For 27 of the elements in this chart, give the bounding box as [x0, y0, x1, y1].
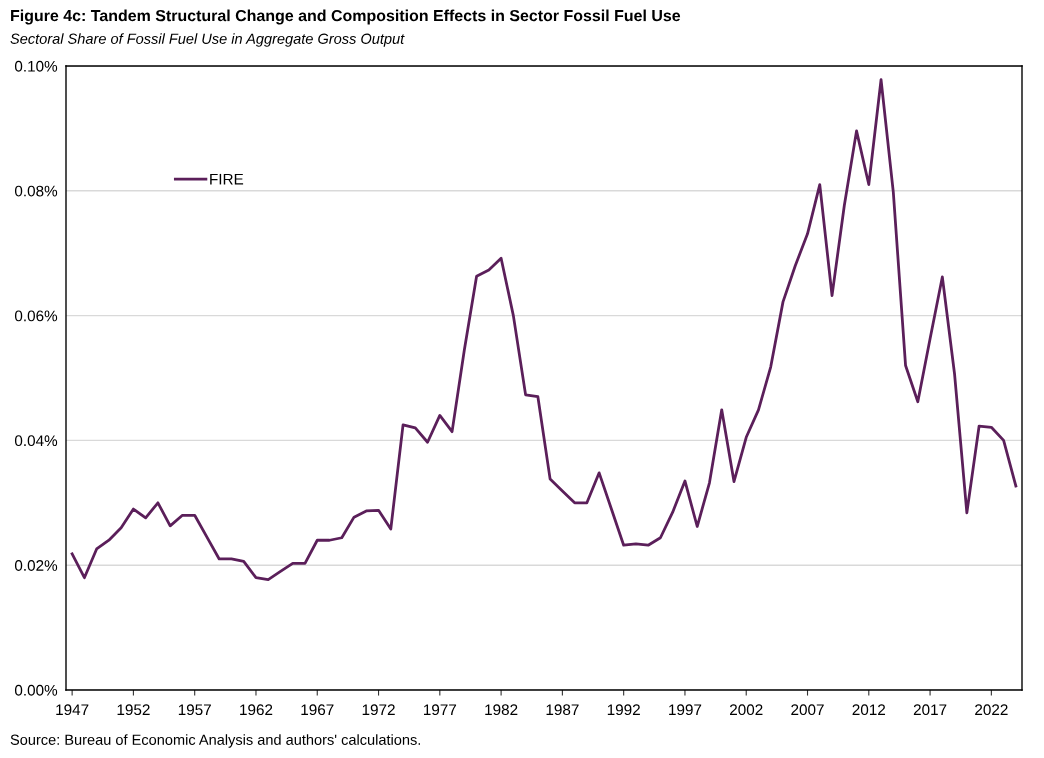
chart-title: Figure 4c: Tandem Structural Change and Composition Effects in Sector Fossil Fuel Use: [11, 9, 681, 25]
x-tick-label: 1987: [546, 704, 579, 716]
x-tick-label: 1997: [669, 704, 702, 716]
x-tick-label: 2007: [791, 704, 824, 716]
x-tick-label: 1957: [178, 704, 211, 716]
y-tick-label: 0.08%: [14, 185, 58, 197]
y-tick-label: 0.10%: [14, 60, 58, 72]
y-tick-label: 0.00%: [14, 684, 58, 696]
y-tick-label: 0.02%: [14, 560, 58, 571]
chart-subtitle: Sectoral Share of Fossil Fuel Use in Aggregate Gross Output: [10, 33, 405, 47]
x-tick-label: 1972: [362, 704, 395, 716]
x-tick-label: 1977: [423, 704, 457, 716]
x-tick-label: 2017: [913, 704, 947, 716]
y-tick-label: 0.06%: [14, 310, 58, 322]
x-tick-label: 1992: [607, 704, 640, 716]
source-note: Source: Bureau of Economic Analysis and authors' calculations.: [10, 734, 421, 748]
x-tick-label: 1962: [240, 704, 273, 716]
legend-label: FIRE: [210, 173, 244, 185]
x-tick-label: 2022: [975, 704, 1008, 716]
line-series: [70, 78, 1018, 581]
x-tick-label: 1947: [56, 704, 89, 716]
x-tick-label: 2012: [852, 704, 886, 716]
y-tick-label: 0.04%: [14, 435, 58, 447]
x-tick-label: 1967: [301, 704, 334, 716]
x-tick-label: 2002: [730, 704, 763, 716]
x-tick-label: 1982: [485, 704, 518, 716]
x-tick-label: 1952: [117, 704, 150, 716]
